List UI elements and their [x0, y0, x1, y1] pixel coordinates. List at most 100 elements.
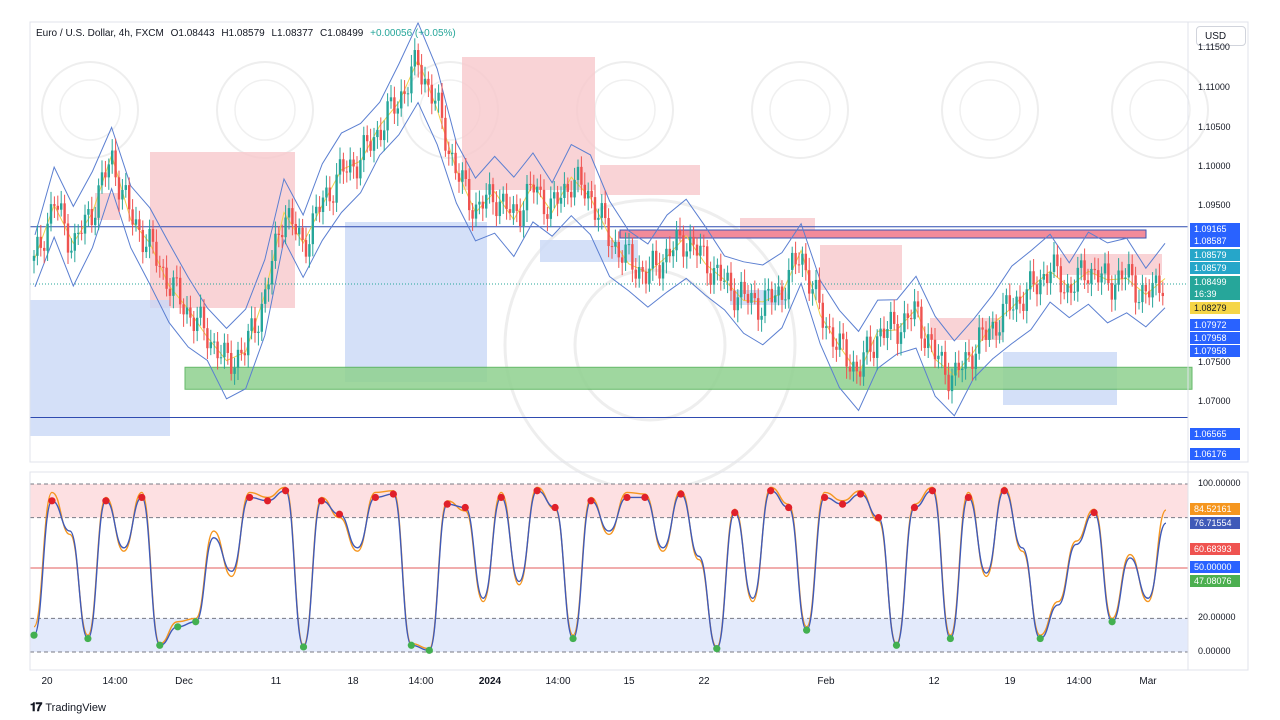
price-tag: 1.08499 [1190, 276, 1240, 288]
candle-body [760, 315, 763, 320]
candle-body [753, 292, 756, 299]
candle-body [1148, 291, 1151, 298]
candle-body [226, 342, 229, 353]
candle-body [978, 327, 981, 354]
candle-body [930, 334, 933, 340]
candle-body [546, 214, 549, 219]
candle-body [899, 332, 903, 344]
candle-body [774, 295, 777, 303]
osc-tag: 60.68393 [1190, 543, 1240, 555]
overbought-dot [731, 508, 739, 517]
low-value: L1.08377 [271, 28, 314, 39]
candle-body [828, 326, 831, 328]
candle-body [808, 270, 811, 294]
candle-body [427, 78, 430, 85]
candle-body [638, 267, 641, 279]
candle-body [270, 260, 274, 285]
time-tick-label: Feb [817, 676, 835, 687]
candle-body [862, 352, 865, 377]
zone-box [30, 300, 170, 436]
candle-body [73, 233, 76, 251]
candle-body [100, 172, 104, 186]
candle-body [542, 189, 546, 215]
change-value: +0.00056 (+0.05%) [370, 28, 456, 39]
candle-body [209, 342, 212, 349]
candle-body [349, 159, 352, 173]
candle-body [162, 266, 165, 268]
oversold-dot [803, 626, 811, 634]
candle-body [719, 264, 722, 281]
candle-body [580, 166, 583, 185]
candle-body [855, 361, 858, 372]
candle-body [699, 245, 702, 256]
candle-body [621, 257, 624, 263]
candle-body [420, 65, 423, 85]
axes-layer [29, 21, 1249, 671]
candle-body [1008, 295, 1011, 311]
overbought-dot [838, 500, 847, 508]
candle-body [658, 265, 661, 279]
time-tick-label: 20 [41, 676, 53, 687]
candle-body [366, 135, 369, 142]
price-tag: 1.06565 [1190, 428, 1240, 440]
candle-body [291, 208, 294, 225]
candle-body [689, 236, 692, 252]
candle-body [682, 235, 685, 257]
candle-body [702, 245, 705, 247]
candle-body [304, 240, 308, 257]
candle-body [675, 230, 678, 251]
price-tag: 1.08579 [1190, 262, 1240, 274]
candle-body [185, 307, 189, 315]
candle-body [512, 204, 515, 213]
candles-layer [32, 38, 1164, 404]
candle-body [651, 250, 654, 269]
candle-body [559, 197, 563, 204]
candle-body [104, 172, 107, 178]
candle-body [447, 150, 450, 155]
candle-body [624, 244, 627, 263]
candle-body [1124, 277, 1127, 279]
candle-body [451, 152, 454, 155]
candle-body [695, 244, 699, 256]
candle-body [32, 255, 36, 261]
candle-body [444, 117, 447, 151]
candle-body [83, 214, 87, 234]
time-tick-label: 2024 [478, 676, 502, 687]
candle-body [814, 279, 818, 290]
candle-body [763, 290, 767, 316]
candle-body [825, 326, 828, 328]
candle-body [430, 84, 433, 104]
overbought-dot [1090, 508, 1098, 517]
tradingview-brand[interactable]: 𝟏𝟕 TradingView [30, 700, 106, 715]
candle-body [784, 299, 787, 301]
osc-tick-label: 20.00000 [1198, 612, 1236, 623]
candle-body [750, 292, 753, 303]
candle-body [468, 178, 471, 211]
candle-body [740, 281, 743, 298]
candle-body [379, 129, 382, 141]
candle-body [634, 269, 637, 279]
candle-body [219, 357, 223, 359]
candle-body [1049, 271, 1052, 284]
candle-body [277, 233, 280, 235]
candle-body [107, 164, 110, 178]
candle-body [80, 232, 83, 234]
brand-label: TradingView [45, 701, 106, 714]
candle-body [869, 336, 872, 352]
candle-body [121, 189, 124, 200]
price-pane-frame [29, 21, 1249, 463]
candle-body [400, 91, 403, 109]
oscillator-pane-frame [29, 471, 1249, 671]
overbought-dot [263, 497, 272, 505]
time-tick-label: 14:00 [102, 676, 128, 687]
candle-body [627, 244, 631, 246]
candle-body [539, 186, 542, 190]
currency-button[interactable]: USD [1196, 26, 1246, 46]
candle-body [879, 328, 882, 337]
time-tick-label: 18 [347, 676, 359, 687]
overbought-dot [964, 493, 972, 502]
symbol-name[interactable]: Euro / U.S. Dollar, 4h, FXCM [36, 28, 164, 39]
candle-body [607, 218, 610, 247]
candle-body [525, 183, 529, 211]
